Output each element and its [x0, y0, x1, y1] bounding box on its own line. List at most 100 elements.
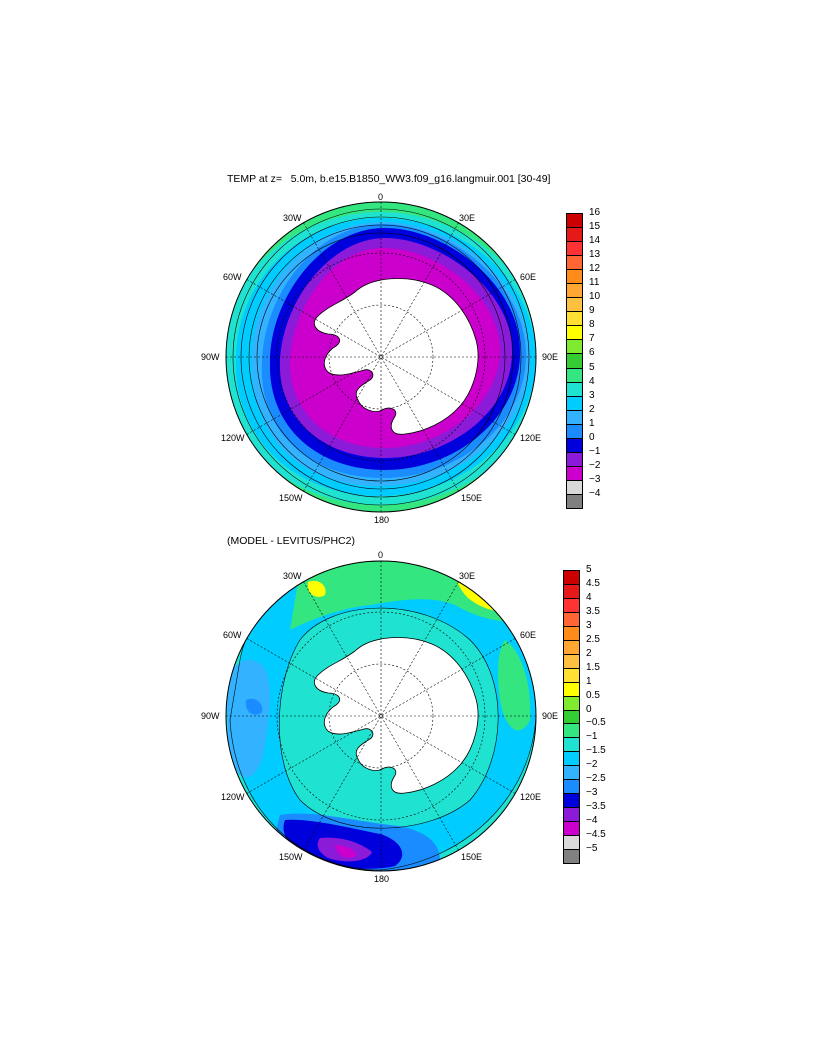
bottom-colorbar-swatch: [563, 597, 580, 613]
bottom-lon-label-90w: 90W: [201, 711, 220, 721]
top-lon-label-90e: 90E: [542, 352, 559, 362]
bottom-colorbar-swatch: [563, 570, 580, 585]
top-lon-label-90w: 90W: [201, 352, 220, 362]
top-colorbar-swatch: [566, 227, 583, 243]
bottom-difference-map: [226, 561, 536, 871]
bottom-colorbar-swatch: [563, 779, 580, 795]
bottom-colorbar-tick-label: 0: [586, 703, 592, 715]
bottom-colorbar-tick-label: 1: [586, 675, 592, 687]
bottom-lon-label-150w: 150W: [279, 852, 303, 862]
bottom-panel-title: (MODEL - LEVITUS/PHC2): [227, 535, 355, 547]
bottom-colorbar-swatch: [563, 765, 580, 781]
top-colorbar-tick-label: 10: [589, 291, 601, 303]
bottom-colorbar-swatch: [563, 653, 580, 669]
top-lon-label-150w: 150W: [279, 493, 303, 503]
bottom-colorbar-tick-label: 0.5: [586, 689, 600, 701]
top-colorbar-swatch: [566, 283, 583, 299]
top-lon-label-30e: 30E: [459, 213, 476, 223]
top-colorbar-tick-label: 6: [589, 347, 595, 359]
bottom-colorbar-tick-label: −1.5: [586, 745, 606, 757]
top-colorbar-swatch: [566, 297, 583, 313]
top-colorbar-tick-label: 14: [589, 235, 601, 247]
bottom-colorbar-swatch: [563, 723, 580, 739]
bottom-colorbar-swatch: [563, 821, 580, 837]
bottom-lon-label-60w: 60W: [223, 630, 242, 640]
top-colorbar-swatch: [566, 451, 583, 467]
top-colorbar: 16 15 14 13 12 11 10 9 8 7 6 5 4 3 2 1 0 −1 −2 −3 −4: [566, 208, 626, 509]
top-colorbar-swatch: [566, 423, 583, 439]
top-colorbar-tick-label: 16: [589, 207, 601, 218]
anomaly-minus2-w: [245, 698, 263, 715]
anomaly-minus1.5-w: [226, 660, 270, 778]
top-lon-label-30w: 30W: [283, 213, 302, 223]
top-lon-label-150e: 150E: [461, 493, 483, 503]
top-colorbar-tick-label: 12: [589, 263, 601, 275]
top-lon-label-180: 180: [374, 515, 390, 525]
top-colorbar-tick-label: −3: [589, 473, 601, 485]
bottom-colorbar-swatch: [563, 625, 580, 641]
bottom-colorbar-swatch: [563, 695, 580, 711]
bottom-colorbar-swatch: [563, 709, 580, 725]
bottom-colorbar-tick-label: −0.5: [586, 717, 606, 729]
top-colorbar-swatch: [566, 493, 583, 509]
top-colorbar-tick-label: 7: [589, 333, 595, 345]
bottom-lon-label-30w: 30W: [283, 571, 302, 581]
top-colorbar-swatch: [566, 395, 583, 411]
bottom-colorbar-swatch: [563, 681, 580, 697]
top-lon-label-120e: 120E: [520, 433, 542, 443]
bottom-lon-label-180: 180: [374, 874, 390, 884]
top-colorbar-swatch: [566, 409, 583, 425]
bottom-lon-label-60e: 60E: [520, 630, 537, 640]
bottom-colorbar-tick-label: 3: [586, 619, 592, 631]
anomaly-warm-nw: [307, 580, 326, 597]
top-lon-label-120w: 120W: [221, 433, 245, 443]
bottom-colorbar-swatch: [563, 737, 580, 753]
top-colorbar-swatch: [566, 269, 583, 285]
top-colorbar-tick-label: 2: [589, 403, 595, 415]
top-colorbar-tick-label: −2: [589, 459, 601, 471]
bottom-colorbar-tick-label: 4.5: [586, 577, 600, 589]
top-colorbar-swatch: [566, 255, 583, 271]
top-colorbar-tick-label: 5: [589, 361, 595, 373]
top-colorbar-tick-label: 1: [589, 417, 595, 429]
top-colorbar-tick-label: 0: [589, 431, 595, 443]
top-colorbar-swatch: [566, 325, 583, 341]
bottom-colorbar-tick-label: 2.5: [586, 633, 600, 645]
bottom-colorbar-swatch: [563, 807, 580, 823]
top-colorbar-swatch: [566, 381, 583, 397]
top-colorbar-swatch: [566, 213, 583, 229]
bottom-colorbar: 5 4.5 4 3.5 3 2.5 2 1.5 1 0.5 0 −0.5 −1 −1.5 −2 −2.5 −3 −…: [563, 565, 623, 864]
bottom-colorbar-tick-label: 1.5: [586, 661, 600, 673]
top-colorbar-swatch: [566, 437, 583, 453]
top-panel-title: TEMP at z= 5.0m, b.e15.B1850_WW3.f09_g16…: [227, 173, 551, 185]
top-colorbar-swatch: [566, 241, 583, 257]
top-lon-label-0: 0: [378, 192, 384, 202]
bottom-colorbar-swatch: [563, 751, 580, 767]
bottom-lon-label-120w: 120W: [221, 792, 245, 802]
top-colorbar-tick-label: 9: [589, 305, 595, 317]
bottom-colorbar-tick-label: 3.5: [586, 605, 600, 617]
top-lon-label-60w: 60W: [223, 272, 242, 282]
bottom-colorbar-tick-label: −2.5: [586, 773, 606, 785]
top-colorbar-tick-label: 3: [589, 389, 595, 401]
bottom-colorbar-swatch: [563, 793, 580, 809]
bottom-colorbar-tick-label: −4.5: [586, 829, 606, 841]
bottom-colorbar-tick-label: −5: [586, 843, 598, 855]
anomaly-minus3.5-s: [335, 845, 356, 858]
top-colorbar-swatch: [566, 353, 583, 369]
top-colorbar-swatch: [566, 367, 583, 383]
bottom-colorbar-tick-label: 4: [586, 591, 592, 603]
top-colorbar-tick-label: 11: [589, 277, 600, 289]
bottom-colorbar-tick-label: −3.5: [586, 801, 606, 813]
top-colorbar-swatch: [566, 479, 583, 495]
bottom-colorbar-swatch: [563, 667, 580, 683]
top-colorbar-tick-label: 13: [589, 249, 601, 261]
bottom-colorbar-swatch: [563, 583, 580, 599]
bottom-lon-label-90e: 90E: [542, 711, 559, 721]
bottom-lon-label-120e: 120E: [520, 792, 542, 802]
bottom-colorbar-tick-label: 2: [586, 647, 592, 659]
bottom-lon-label-0: 0: [378, 550, 384, 560]
top-colorbar-swatch: [566, 339, 583, 355]
top-temperature-map: [226, 202, 536, 512]
